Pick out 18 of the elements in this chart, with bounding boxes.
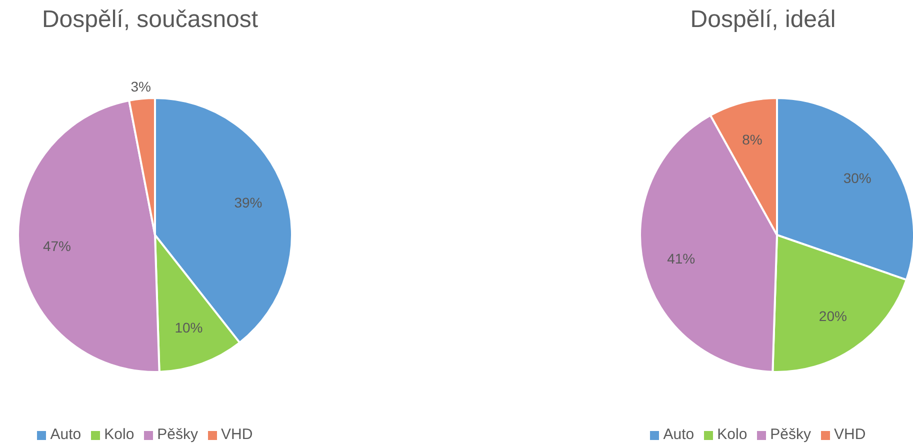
data-label: 20% [818, 308, 847, 324]
legend-label: VHD [221, 426, 253, 443]
legend-label: Pěšky [157, 426, 198, 443]
legend-label: VHD [834, 426, 866, 443]
legend-label: Kolo [104, 426, 134, 443]
data-label: 30% [843, 170, 872, 186]
chart-title: Dospělí, současnost [40, 6, 260, 34]
data-label: 39% [234, 194, 262, 211]
legend-label: Kolo [717, 426, 748, 443]
data-label: 41% [667, 250, 696, 266]
data-label: 47% [42, 238, 71, 254]
legend-label: Pěšky [770, 426, 812, 443]
data-label: 10% [174, 320, 203, 336]
legend-label: Auto [50, 426, 82, 443]
legend-label: Auto [663, 426, 694, 443]
chart-title: Dospělí, ideál [689, 6, 837, 34]
data-label: 8% [742, 132, 762, 148]
data-label: 3% [130, 78, 151, 95]
